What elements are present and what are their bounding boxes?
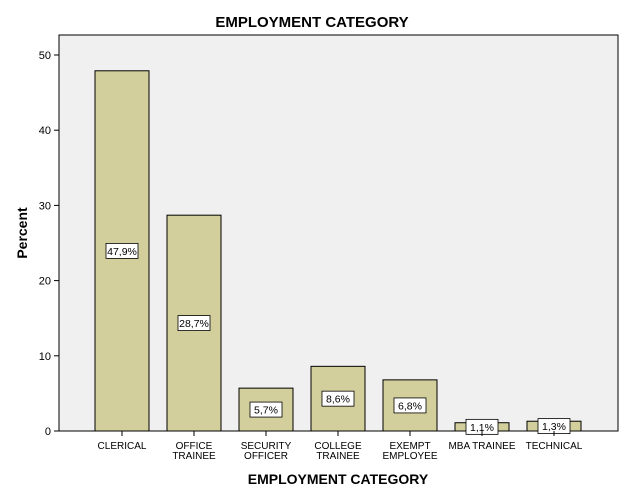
x-tick-label: COLLEGE	[314, 441, 362, 452]
data-label-text: 28,7%	[179, 318, 209, 330]
data-label: 28,7%	[177, 315, 211, 331]
y-tick-label: 10	[39, 351, 51, 363]
x-tick-label: OFFICER	[244, 451, 288, 462]
y-tick-label: 40	[39, 125, 51, 137]
x-tick-label: EMPLOYEE	[382, 451, 437, 462]
x-tick-label: CLERICAL	[98, 441, 147, 452]
chart-title: EMPLOYMENT CATEGORY	[215, 14, 408, 31]
data-label: 6,8%	[393, 397, 427, 414]
x-tick-label: TRAINEE	[316, 451, 360, 462]
x-tick-label: EXEMPT	[389, 441, 430, 452]
data-label-text: 1,1%	[470, 422, 494, 434]
data-label-box	[249, 401, 283, 418]
data-label-text: 1,3%	[542, 421, 566, 433]
data-label-text: 47,9%	[107, 246, 137, 258]
y-tick-label: 50	[39, 50, 51, 62]
x-tick-label: OFFICE	[176, 441, 213, 452]
data-label: 8,6%	[321, 390, 355, 407]
y-tick-label: 0	[45, 426, 51, 438]
data-label-box	[321, 390, 355, 407]
data-label-box	[177, 315, 211, 331]
data-label: 5,7%	[249, 401, 283, 418]
data-label-text: 5,7%	[254, 405, 278, 417]
data-label-box	[393, 397, 427, 414]
data-label-text: 8,6%	[326, 394, 350, 406]
data-label: 1,3%	[537, 418, 571, 435]
x-axis-title: EMPLOYMENT CATEGORY	[248, 471, 429, 487]
x-tick-label: MBA TRAINEE	[448, 441, 515, 452]
data-label-text: 6,8%	[398, 400, 422, 412]
x-axis: CLERICAL OFFICETRAINEESECURITYOFFICERCOLL…	[98, 431, 583, 462]
x-tick-label: TECHNICAL	[526, 441, 583, 452]
data-label: 47,9%	[105, 242, 139, 259]
plot-area	[58, 34, 619, 432]
x-tick-label: SECURITY	[241, 441, 292, 452]
data-label: 1,1%	[465, 418, 499, 435]
y-tick-label: 20	[39, 276, 51, 288]
bars: 47,9% 28,7% 5,7% 8,6% 6,8% 1,1% 1,3%	[94, 70, 582, 435]
x-tick-label: TRAINEE	[172, 451, 216, 462]
data-label-box	[105, 242, 139, 259]
y-axis-title: Percent	[14, 207, 30, 259]
y-tick-label: 30	[39, 200, 51, 212]
y-axis: 0 10 20 30 40 50	[39, 50, 59, 438]
